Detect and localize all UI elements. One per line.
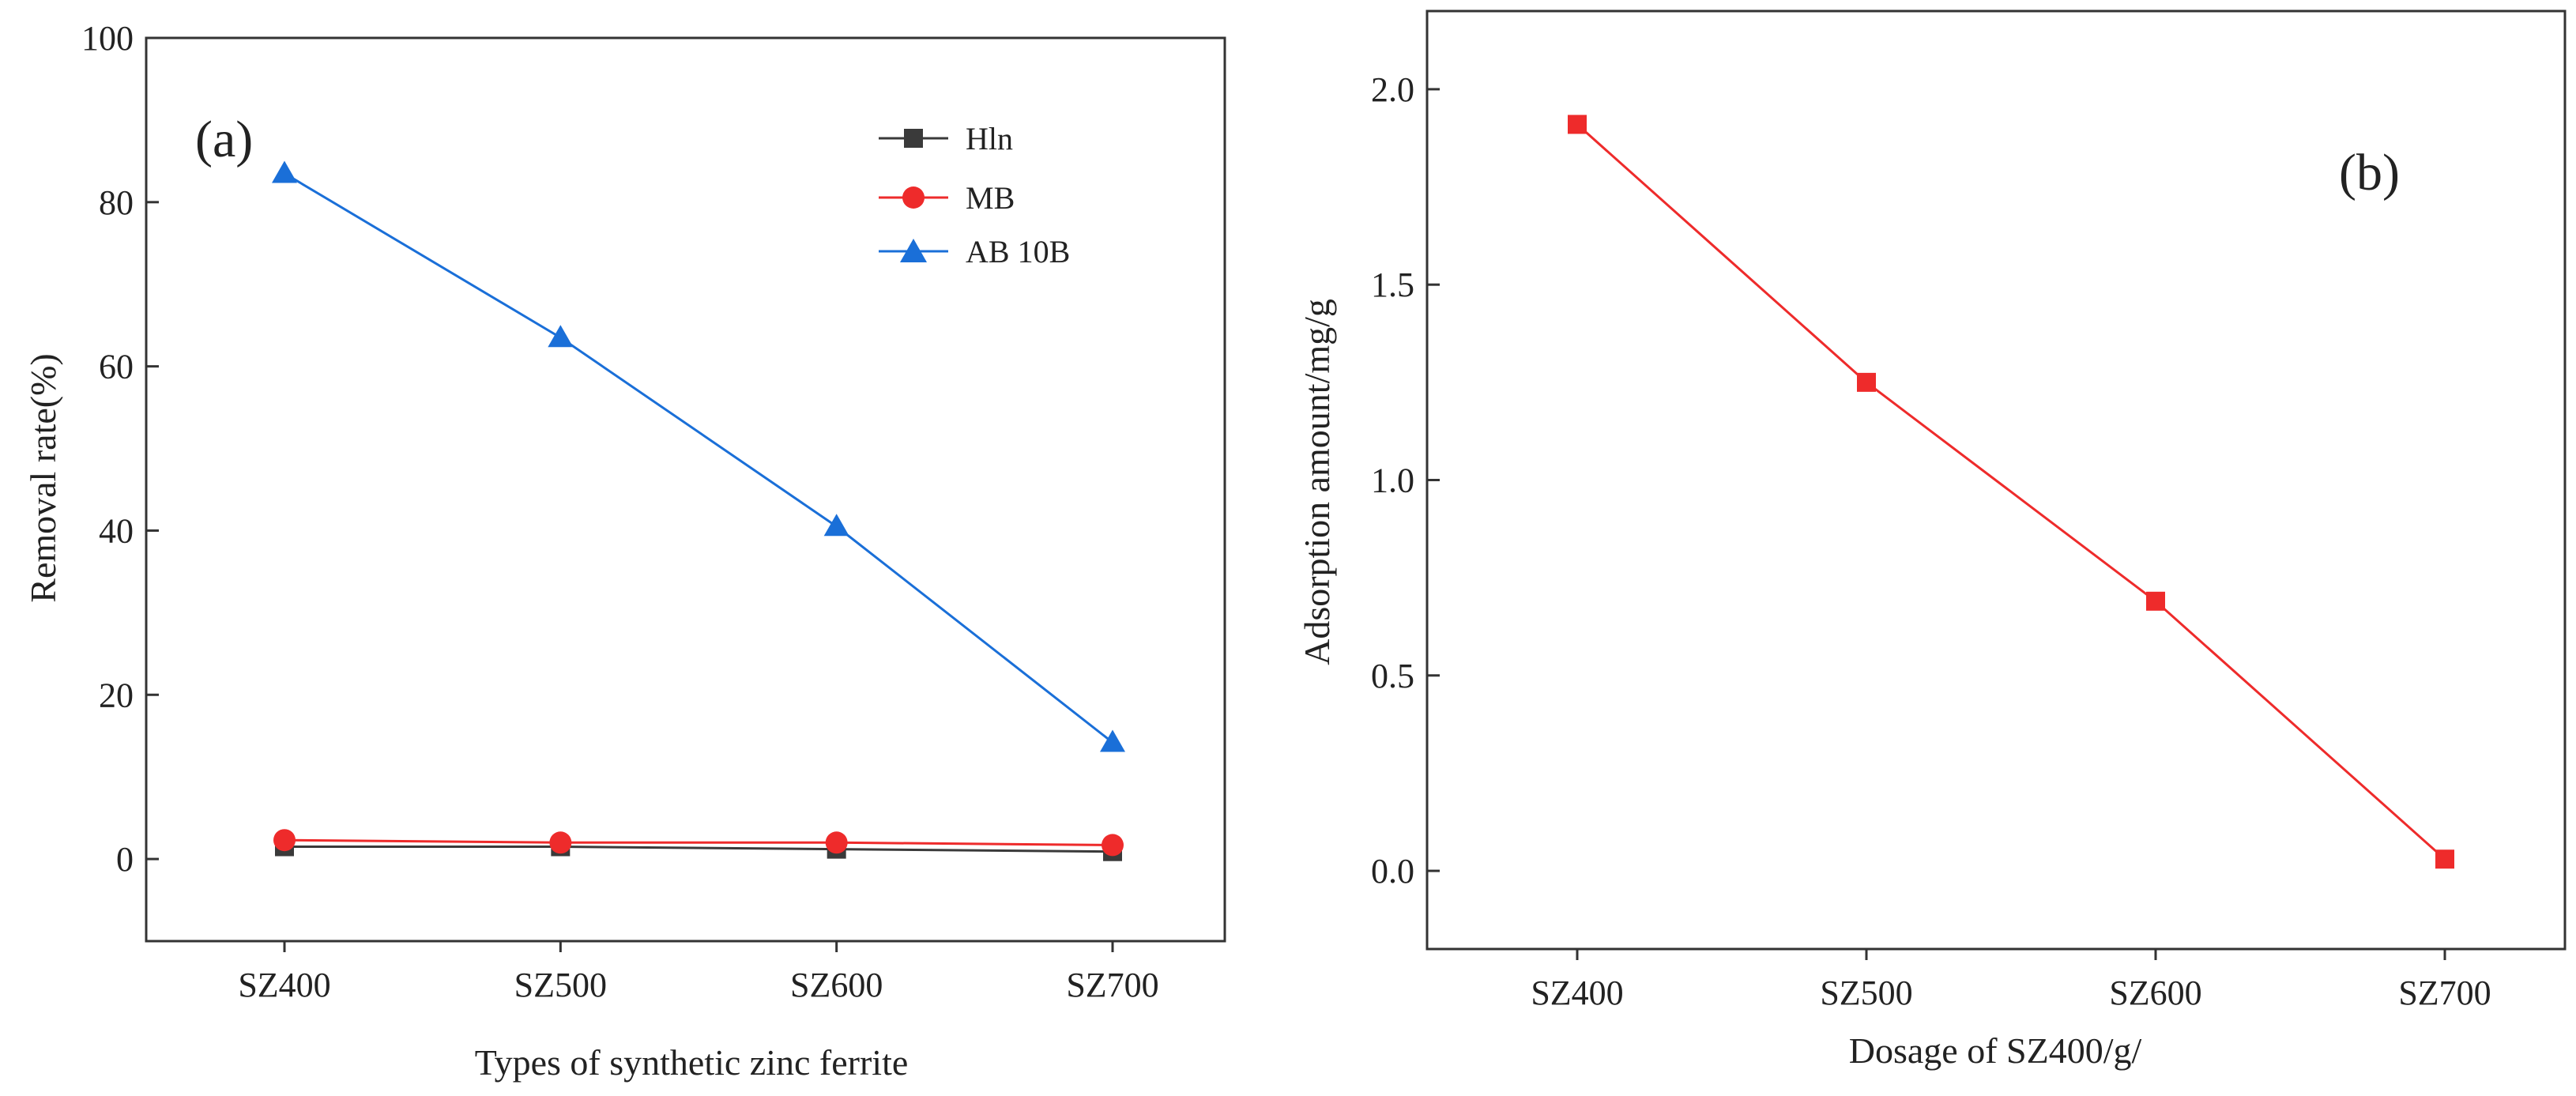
panel-b-label: (b) [2339, 144, 2400, 201]
a-x-tick-label: SZ700 [1066, 966, 1158, 1004]
panel-b-y-ticks: 0.0 0.5 1.0 1.5 2.0 [1371, 70, 1440, 891]
panel-b-ylabel: Adsorption amount/mg/g [1297, 299, 1337, 665]
a-series-line-mb [284, 838, 1113, 846]
a-point-mb [1102, 834, 1124, 857]
a-y-tick-label: 100 [81, 19, 134, 58]
b-point-adsorption-amount [1568, 115, 1587, 134]
a-x-tick-label: SZ500 [514, 966, 607, 1004]
b-y-tick-label: 1.0 [1371, 461, 1414, 500]
legend-item-mb: MB [879, 180, 1015, 216]
a-y-tick-label: 20 [99, 676, 134, 714]
a-point-ab-10b [823, 514, 849, 537]
b-y-tick-label: 1.5 [1371, 266, 1414, 304]
panel-a: 0 20 40 60 80 100 SZ400 SZ500 SZ600 SZ700 (a) Ty… [23, 19, 1226, 1083]
panel-b-xlabel: Dosage of SZ400/g/ [1849, 1030, 2142, 1071]
a-x-tick-label: SZ400 [238, 966, 330, 1004]
legend-label-mb: MB [966, 180, 1015, 216]
b-x-tick-label: SZ600 [2109, 974, 2201, 1012]
legend-label-ab10b: AB 10B [966, 234, 1070, 269]
b-point-adsorption-amount [2146, 591, 2165, 611]
panel-a-legend: Hln MB AB 10B [879, 121, 1070, 269]
b-x-tick-label: SZ500 [1820, 974, 1912, 1012]
a-point-ab-10b [1100, 729, 1125, 752]
a-y-tick-label: 80 [99, 183, 134, 222]
a-point-mb [825, 831, 848, 854]
panel-a-ylabel: Removal rate(%) [23, 353, 63, 602]
b-y-tick-label: 0.0 [1371, 852, 1414, 891]
b-x-tick-label: SZ700 [2398, 974, 2491, 1012]
a-series-line-hln [284, 846, 1113, 853]
a-x-tick-label: SZ600 [790, 966, 883, 1004]
b-point-adsorption-amount [2435, 849, 2454, 869]
legend-item-hln: Hln [879, 121, 1013, 156]
panel-a-xlabel: Types of synthetic zinc ferrite [475, 1042, 909, 1083]
panel-a-series [272, 160, 1125, 861]
b-y-tick-label: 0.5 [1371, 657, 1414, 695]
panel-b: 0.0 0.5 1.0 1.5 2.0 SZ400 SZ500 SZ600 SZ700 (b)… [1297, 9, 2567, 1071]
a-point-ab-10b [548, 325, 574, 348]
a-point-mb [273, 829, 296, 852]
panel-a-label: (a) [195, 111, 253, 168]
a-point-mb [549, 831, 572, 854]
b-series-line-adsorption-amount [1576, 123, 2446, 861]
a-series-line-ab-10b [284, 172, 1113, 744]
a-y-tick-label: 40 [99, 511, 134, 550]
a-y-tick-label: 0 [116, 840, 134, 879]
panel-b-x-ticks: SZ400 SZ500 SZ600 SZ700 [1531, 949, 2491, 1012]
panel-a-y-ticks: 0 20 40 60 80 100 [81, 19, 159, 879]
b-point-adsorption-amount [1857, 372, 1876, 392]
panel-a-x-ticks: SZ400 SZ500 SZ600 SZ700 [238, 941, 1159, 1004]
b-x-tick-label: SZ400 [1531, 974, 1623, 1012]
legend-label-hln: Hln [966, 121, 1013, 156]
legend-item-ab10b: AB 10B [879, 234, 1070, 269]
a-y-tick-label: 60 [99, 348, 134, 386]
a-point-ab-10b [272, 160, 297, 183]
b-y-tick-label: 2.0 [1371, 70, 1414, 109]
panel-a-plot-frame [145, 36, 1226, 943]
panel-b-series [1568, 115, 2454, 869]
